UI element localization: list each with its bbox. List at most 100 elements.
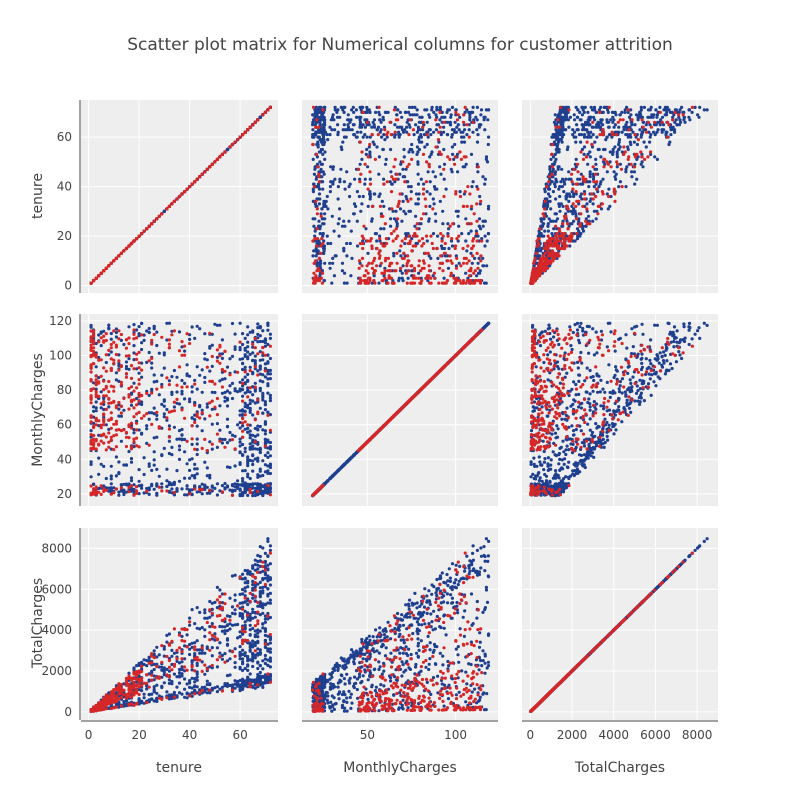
data-point bbox=[550, 172, 554, 176]
data-point bbox=[578, 194, 582, 199]
data-point bbox=[567, 170, 571, 174]
data-point bbox=[188, 185, 192, 189]
data-point bbox=[360, 125, 364, 129]
data-point bbox=[341, 140, 345, 144]
data-point bbox=[478, 194, 482, 199]
data-point bbox=[315, 251, 319, 255]
data-point bbox=[644, 145, 648, 149]
data-point bbox=[225, 441, 230, 445]
data-point bbox=[410, 157, 414, 161]
data-point bbox=[442, 276, 446, 280]
data-point bbox=[448, 120, 452, 124]
data-point bbox=[352, 212, 356, 216]
data-point bbox=[150, 366, 154, 370]
data-point bbox=[397, 199, 401, 203]
chart-title: Scatter plot matrix for Numerical column… bbox=[127, 35, 673, 55]
data-point bbox=[665, 110, 669, 114]
data-point bbox=[238, 426, 242, 430]
data-point bbox=[230, 483, 235, 487]
data-point bbox=[215, 422, 219, 426]
data-point bbox=[406, 199, 410, 203]
data-point bbox=[532, 261, 536, 265]
data-point bbox=[690, 110, 694, 114]
data-point bbox=[442, 115, 446, 119]
data-point bbox=[441, 234, 445, 238]
data-point bbox=[150, 361, 154, 365]
data-point bbox=[119, 251, 123, 255]
data-point bbox=[587, 133, 591, 137]
data-point bbox=[263, 375, 267, 379]
data-point bbox=[371, 140, 375, 144]
data-point bbox=[535, 244, 539, 248]
data-point bbox=[142, 472, 146, 477]
data-point bbox=[399, 266, 403, 270]
data-point bbox=[633, 123, 637, 127]
data-point bbox=[456, 113, 460, 117]
data-point bbox=[574, 204, 578, 208]
data-point bbox=[394, 118, 398, 122]
data-point bbox=[574, 190, 578, 194]
data-point bbox=[594, 162, 598, 166]
data-point bbox=[425, 142, 429, 147]
data-point bbox=[617, 125, 621, 129]
data-point bbox=[553, 182, 557, 186]
data-point bbox=[554, 125, 558, 129]
data-point bbox=[530, 281, 534, 285]
data-point bbox=[268, 393, 272, 397]
data-point bbox=[442, 167, 446, 171]
data-point bbox=[225, 424, 230, 428]
data-point bbox=[605, 170, 609, 174]
data-point bbox=[395, 251, 399, 255]
data-point bbox=[653, 120, 657, 124]
data-point bbox=[356, 244, 360, 248]
data-point bbox=[441, 222, 445, 226]
data-point bbox=[615, 160, 619, 164]
data-point bbox=[470, 204, 474, 208]
data-point bbox=[469, 229, 473, 233]
data-point bbox=[313, 237, 317, 241]
data-point bbox=[575, 123, 579, 127]
data-point bbox=[601, 128, 605, 132]
data-point bbox=[620, 185, 624, 189]
data-point bbox=[546, 192, 551, 196]
data-point bbox=[464, 162, 468, 166]
data-point bbox=[365, 147, 369, 152]
data-point bbox=[314, 125, 318, 129]
data-point bbox=[440, 239, 444, 243]
data-point bbox=[386, 110, 390, 114]
data-point bbox=[579, 150, 583, 154]
data-point bbox=[565, 147, 570, 152]
data-point bbox=[446, 155, 450, 159]
data-point bbox=[261, 459, 265, 463]
data-point bbox=[424, 204, 428, 208]
data-point bbox=[155, 413, 159, 417]
data-point bbox=[421, 120, 425, 124]
data-point bbox=[578, 222, 582, 226]
data-point bbox=[366, 187, 370, 191]
data-point bbox=[373, 192, 377, 196]
data-point bbox=[476, 170, 480, 174]
data-point bbox=[177, 457, 182, 461]
data-point bbox=[353, 177, 357, 181]
data-point bbox=[456, 209, 460, 213]
data-point bbox=[406, 269, 410, 273]
data-point bbox=[124, 360, 129, 364]
data-point bbox=[483, 234, 487, 238]
data-point bbox=[246, 455, 250, 459]
data-point bbox=[574, 135, 578, 139]
data-point bbox=[379, 261, 383, 265]
data-point bbox=[193, 378, 197, 382]
data-point bbox=[550, 165, 555, 169]
data-point bbox=[567, 199, 571, 203]
data-point bbox=[368, 150, 372, 154]
data-point bbox=[328, 185, 332, 189]
data-point bbox=[698, 105, 702, 109]
data-point bbox=[566, 222, 570, 226]
data-point bbox=[378, 113, 382, 117]
data-point bbox=[432, 130, 436, 134]
data-point bbox=[210, 364, 214, 368]
data-point bbox=[387, 264, 392, 268]
data-point bbox=[355, 190, 359, 194]
data-point bbox=[266, 108, 270, 112]
data-point bbox=[470, 185, 474, 189]
